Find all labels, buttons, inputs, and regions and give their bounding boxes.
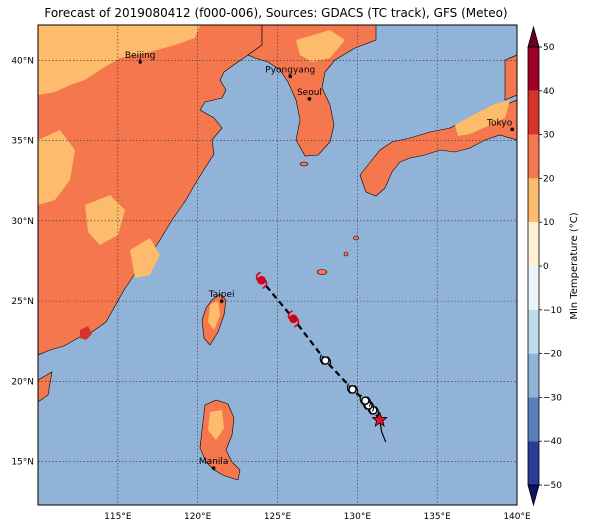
storm-symbol-arms xyxy=(359,394,371,407)
city-label: Pyongyang xyxy=(265,65,315,75)
land-japan-highland xyxy=(455,100,510,136)
colorbar: 50 40 30 20 10 0 −10 −20 −30 −40 −50 xyxy=(527,25,562,507)
land-okinawa xyxy=(316,269,328,275)
city-dot xyxy=(219,299,224,303)
map-title: Forecast of 2019080412 (f000-006), Sourc… xyxy=(44,6,508,20)
city-label: Beijing xyxy=(125,51,156,61)
land-jeju xyxy=(299,161,309,167)
city-label: Tokyo xyxy=(486,118,513,128)
land-korea-highland xyxy=(296,30,345,62)
colorbar-band xyxy=(528,47,539,91)
land-taiwan-highland xyxy=(208,300,220,330)
lon-tick-label: 135°E xyxy=(423,512,451,522)
land-hotspot xyxy=(80,326,92,340)
colorbar-over-arrow xyxy=(527,25,540,48)
land-luzon-highland xyxy=(208,410,224,440)
city-dot xyxy=(211,466,216,470)
city-label: Taipei xyxy=(208,290,235,300)
lat-tick-label: 25°N xyxy=(11,297,34,307)
colorbar-tick-label: 20 xyxy=(543,174,555,184)
track-point-low xyxy=(361,396,370,405)
lon-tick-label: 130°E xyxy=(344,512,372,522)
storm-symbol-arms xyxy=(319,354,332,367)
track-point-low xyxy=(348,385,357,394)
colorbar-tick-label: −20 xyxy=(543,350,562,360)
track-point-typhoon xyxy=(257,275,266,285)
land-ryukyu-1 xyxy=(343,251,349,257)
colorbar-tick-label: 30 xyxy=(543,131,555,141)
colorbar-band xyxy=(528,134,539,179)
colorbar-band xyxy=(528,397,539,442)
typhoon-symbol-arms xyxy=(255,271,268,289)
colorbar-band xyxy=(528,266,539,310)
city-label: Seoul xyxy=(297,88,322,98)
typhoon-symbol-arms xyxy=(287,310,300,328)
colorbar-band xyxy=(528,90,539,135)
lon-tick-label: 140°E xyxy=(503,512,531,522)
lon-tick-label: 115°E xyxy=(104,512,132,522)
city-label: Manila xyxy=(199,457,229,467)
city-markers: Beijing Pyongyang Seoul Tokyo Taipei Manila xyxy=(125,51,515,470)
colorbar-tick-label: −40 xyxy=(543,437,562,447)
current-position-star xyxy=(371,411,388,427)
lon-tick-label: 120°E xyxy=(184,512,212,522)
land-korea xyxy=(247,25,377,157)
colorbar-band xyxy=(528,178,539,223)
colorbar-label: Min Temperature (°C) xyxy=(569,212,580,319)
colorbar-band xyxy=(528,222,539,266)
lat-tick-label: 15°N xyxy=(11,458,34,468)
track-point-low xyxy=(321,356,330,365)
land-ryukyu-2 xyxy=(353,235,359,241)
land-china-highland-4 xyxy=(130,238,160,278)
colorbar-band xyxy=(528,309,539,354)
colorbar-tick-label: 10 xyxy=(543,218,555,228)
city-dot xyxy=(510,127,515,132)
land-china-highland-3 xyxy=(85,195,125,245)
map-frame xyxy=(37,24,518,506)
colorbar-tick-label: 0 xyxy=(543,262,549,272)
city-dot xyxy=(138,60,142,64)
lat-tick-label: 30°N xyxy=(11,217,34,227)
city-dot xyxy=(307,97,312,101)
colorbar-tick-label: 50 xyxy=(543,43,555,53)
land-china-highland-1 xyxy=(38,25,200,95)
colorbar-tick-label: −50 xyxy=(543,481,562,491)
typhoon-track xyxy=(255,271,388,443)
lon-tick-label: 125°E xyxy=(264,512,292,522)
colorbar-under-arrow xyxy=(527,484,540,507)
land-japan-north xyxy=(504,54,517,101)
lat-tick-label: 35°N xyxy=(11,137,34,147)
colorbar-band xyxy=(528,441,539,485)
colorbar-tick-label: −30 xyxy=(543,393,562,403)
storm-symbol-arms xyxy=(346,383,359,396)
map-gridlines xyxy=(38,25,517,505)
land-hainan xyxy=(38,371,53,403)
latitude-ticks: 15°N 20°N 25°N 30°N 35°N 40°N xyxy=(11,56,34,467)
colorbar-tick-label: 40 xyxy=(543,87,555,97)
track-point-typhoon xyxy=(289,314,298,324)
lat-tick-label: 20°N xyxy=(11,377,34,387)
colorbar-tick-label: −10 xyxy=(543,306,562,316)
longitude-ticks: 115°E 120°E 125°E 130°E 135°E 140°E xyxy=(104,512,531,522)
land-china-highland-2 xyxy=(38,130,75,205)
lat-tick-label: 40°N xyxy=(11,56,34,66)
land-mainland-asia xyxy=(38,25,263,356)
city-dot xyxy=(288,74,293,79)
colorbar-band xyxy=(528,353,539,398)
